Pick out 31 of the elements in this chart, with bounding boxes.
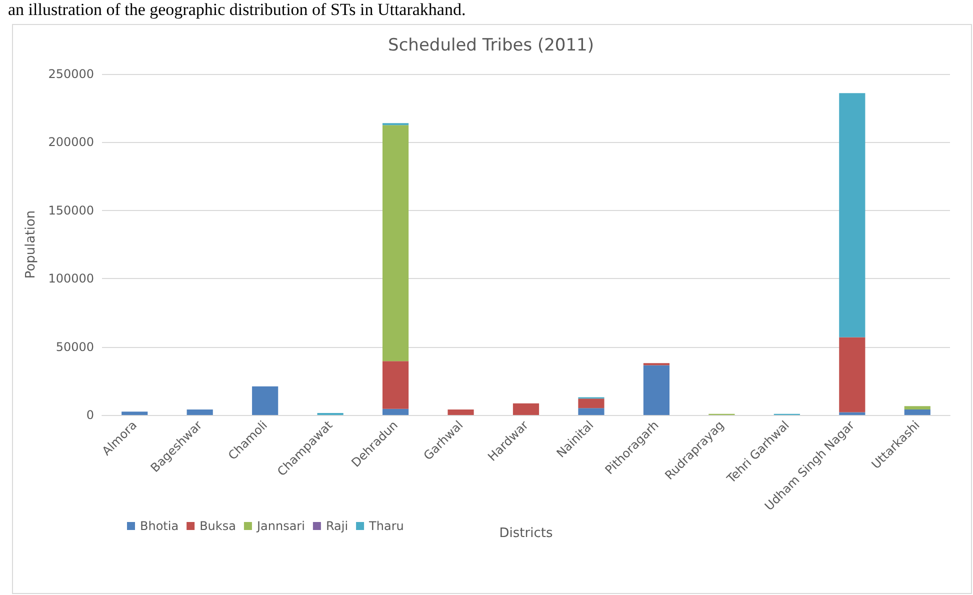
bar bbox=[186, 410, 213, 415]
bar bbox=[578, 398, 604, 408]
legend-label: Buksa bbox=[200, 519, 236, 533]
legend-label: Jannsari bbox=[256, 519, 305, 533]
y-tick-label: 100000 bbox=[48, 272, 94, 286]
y-tick-label: 250000 bbox=[48, 67, 94, 81]
bar bbox=[122, 412, 148, 415]
y-tick-label: 150000 bbox=[48, 203, 94, 218]
chart-title: Scheduled Tribes (2011) bbox=[388, 36, 594, 56]
bar bbox=[382, 361, 409, 409]
text: an illustration of the geographic distribution of STs in Uttarakhand. bbox=[8, 0, 466, 20]
legend-label: Bhotia bbox=[140, 519, 179, 533]
y-tick-label: 200000 bbox=[48, 135, 94, 150]
bar bbox=[382, 408, 409, 415]
y-tick-label: 50000 bbox=[56, 340, 94, 354]
bar bbox=[382, 125, 409, 362]
bar bbox=[578, 408, 604, 415]
bar bbox=[839, 93, 866, 338]
legend-label: Raji bbox=[326, 519, 348, 533]
bar bbox=[448, 410, 474, 415]
y-axis-title: Population bbox=[23, 210, 38, 279]
bar bbox=[512, 403, 540, 415]
bar bbox=[643, 365, 670, 415]
y-tick-label: 0 bbox=[86, 408, 94, 422]
bar bbox=[252, 386, 278, 415]
legend-label: Tharu bbox=[368, 519, 404, 533]
x-axis-title: Districts bbox=[499, 526, 553, 541]
bar bbox=[839, 412, 866, 415]
bar bbox=[904, 406, 930, 410]
bar bbox=[904, 410, 930, 415]
bar bbox=[839, 337, 866, 412]
